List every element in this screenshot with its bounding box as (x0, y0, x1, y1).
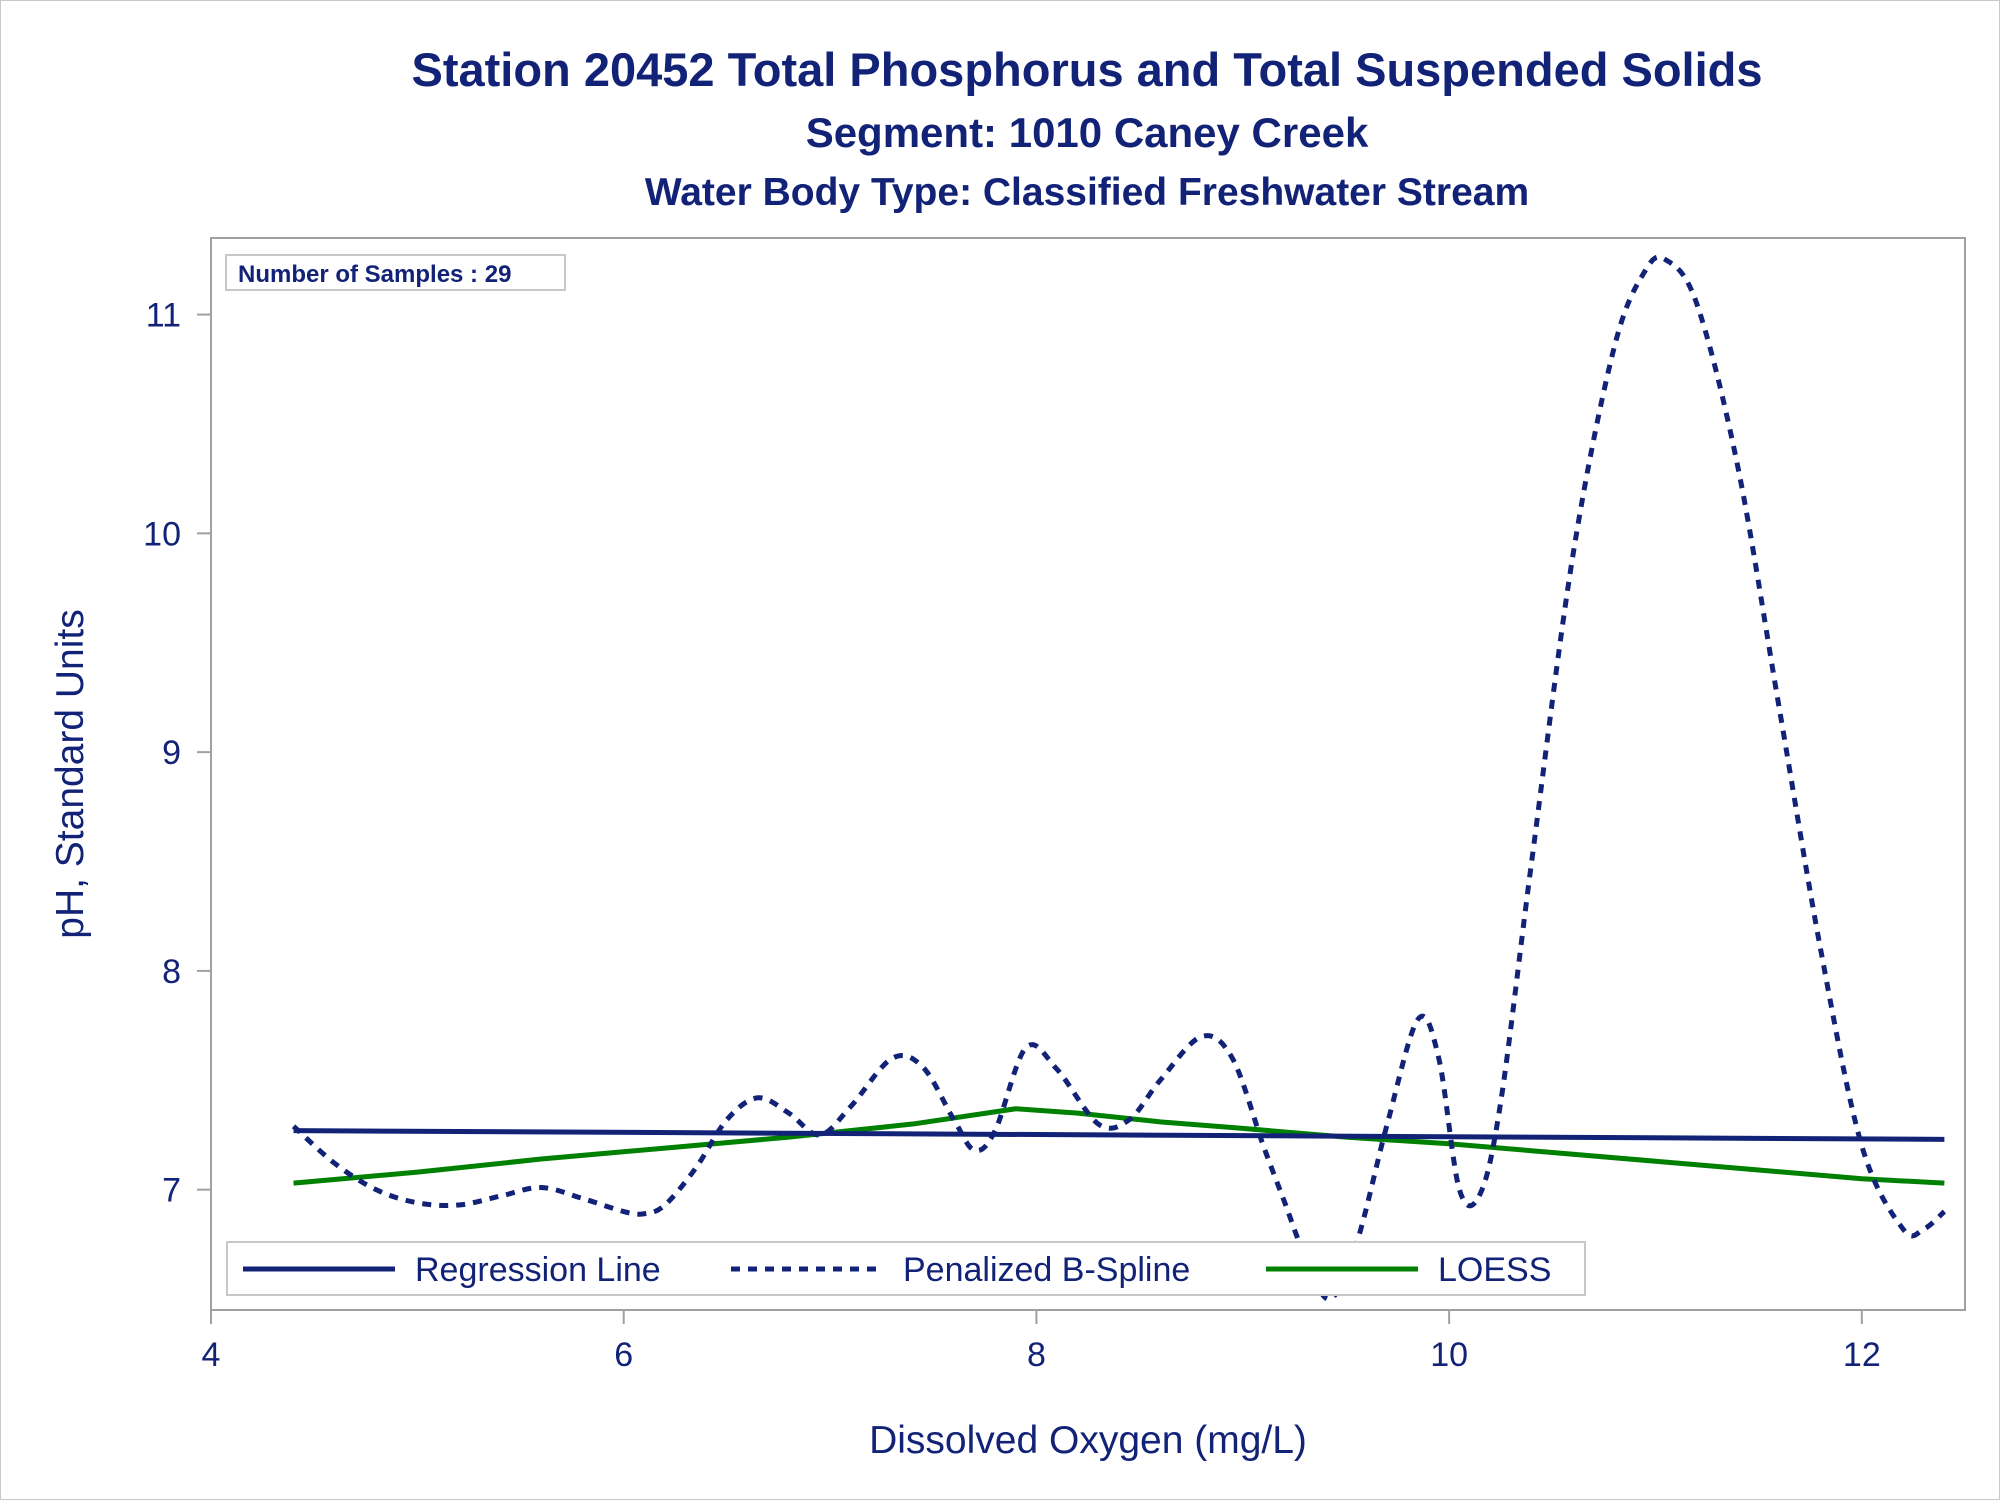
legend: Regression Line Penalized B-Spline LOESS (226, 1241, 1586, 1296)
legend-label: Regression Line (415, 1251, 661, 1289)
x-tick-label: 10 (1430, 1336, 1468, 1374)
legend-label: Penalized B-Spline (903, 1251, 1190, 1289)
series-line-loess (293, 1106, 1945, 1186)
y-tick-label: 11 (146, 297, 181, 335)
sample-count-frame (225, 254, 566, 291)
sample-count-box: Number of Samples : 29 (225, 254, 566, 291)
y-tick-label: 7 (162, 1172, 181, 1210)
x-axis-label: Dissolved Oxygen (mg/L) (869, 1419, 1307, 1462)
chart-subtitle-2: Water Body Type: Classified Freshwater S… (645, 171, 1529, 214)
y-axis: 7 8 9 10 11 (143, 297, 211, 1210)
y-tick-label: 8 (162, 953, 181, 991)
series-layer (291, 254, 1947, 1302)
legend-label: LOESS (1438, 1251, 1551, 1289)
sample-count-label: Number of Samples : 29 (238, 261, 511, 288)
x-tick-label: 12 (1843, 1336, 1881, 1374)
y-tick-label: 9 (162, 734, 181, 772)
x-axis: 4 6 8 10 12 (202, 1310, 1881, 1374)
series-line-regression-line (293, 1128, 1945, 1142)
plot-area (210, 237, 1966, 1311)
chart-subtitle: Segment: 1010 Caney Creek (806, 109, 1369, 156)
x-tick-label: 8 (1027, 1336, 1046, 1374)
chart-title: Station 20452 Total Phosphorus and Total… (412, 43, 1763, 96)
y-axis-label: pH, Standard Units (49, 609, 92, 939)
y-tick-label: 10 (143, 515, 181, 553)
x-tick-label: 6 (614, 1336, 633, 1374)
x-tick-label: 4 (202, 1336, 221, 1374)
series-line-penalized-b-spline (291, 254, 1947, 1302)
